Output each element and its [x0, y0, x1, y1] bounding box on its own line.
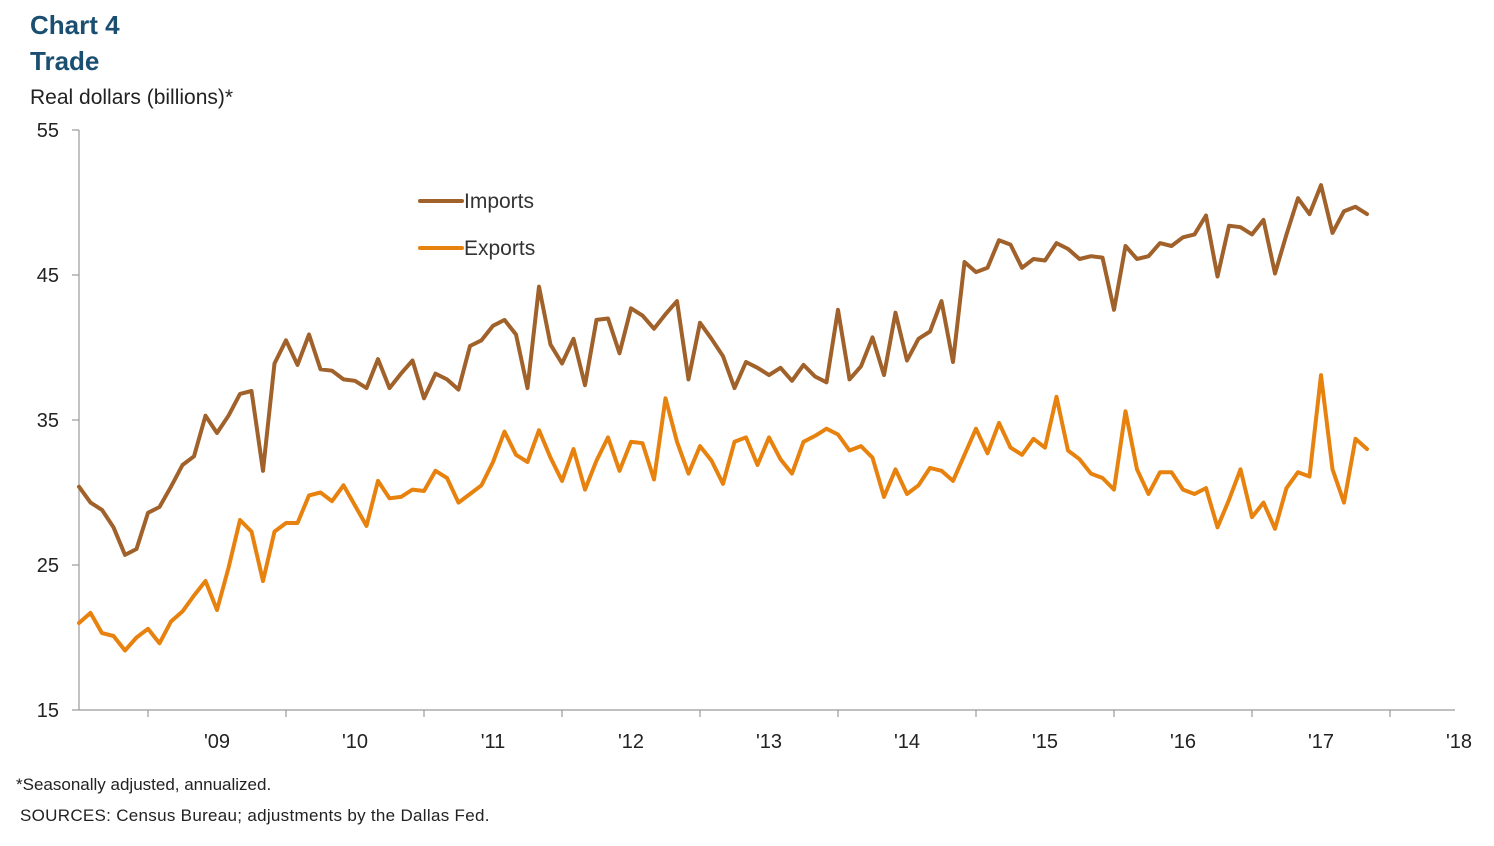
- x-tick-label: '11: [481, 731, 506, 753]
- legend: Imports Exports: [418, 190, 535, 260]
- y-tick-label: 25: [37, 555, 59, 577]
- x-tick-label: '17: [1308, 731, 1334, 753]
- y-tick-label: 35: [37, 410, 59, 432]
- chart-number: Chart 4: [30, 10, 120, 40]
- x-tick-label: '15: [1032, 731, 1058, 753]
- legend-label-exports: Exports: [464, 237, 535, 260]
- footnote-sources: SOURCES: Census Bureau; adjustments by t…: [20, 806, 490, 825]
- y-tick-label: 15: [37, 700, 59, 722]
- series-line-imports: [77, 183, 1369, 557]
- x-tick-label: '10: [342, 731, 368, 753]
- y-axis: 15 25 35 45 55: [37, 120, 80, 722]
- y-axis-units-label: Real dollars (billions)*: [30, 86, 234, 109]
- y-tick-label: 45: [37, 265, 59, 287]
- plot-area: [77, 183, 1369, 653]
- x-tick-label: '14: [894, 731, 920, 753]
- footnote-seasonal: *Seasonally adjusted, annualized.: [16, 775, 272, 794]
- x-tick-label: '09: [204, 731, 230, 753]
- x-axis: '09 '10 '11 '12 '13 '14 '15 '16 '17 '18: [79, 709, 1472, 753]
- legend-label-imports: Imports: [464, 190, 534, 213]
- chart-title: Trade: [30, 46, 100, 76]
- x-tick-label: '18: [1446, 731, 1472, 753]
- x-tick-label: '16: [1170, 731, 1196, 753]
- series-line-exports: [77, 373, 1369, 653]
- y-tick-label: 55: [37, 120, 59, 142]
- x-tick-label: '12: [618, 731, 644, 753]
- x-tick-label: '13: [756, 731, 782, 753]
